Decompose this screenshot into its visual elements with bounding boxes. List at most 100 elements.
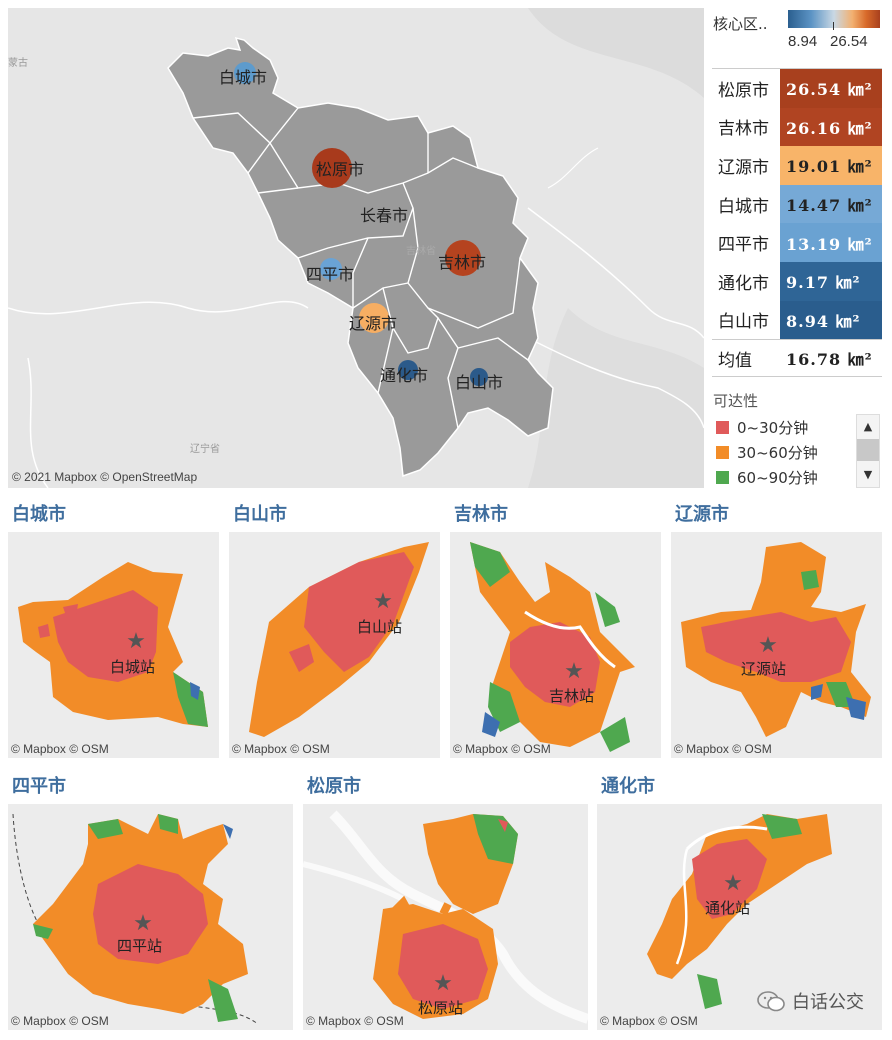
isochrone-baicheng: ★ (18, 562, 208, 727)
faint-label-liaoning: 辽宁省 (190, 444, 220, 455)
svg-text:★: ★ (133, 911, 153, 936)
city-label-jilin: 吉林市 (438, 253, 487, 272)
panel-title-songyuan: 松原市 (307, 776, 361, 797)
panel-attribution[interactable]: © Mapbox © OSM (232, 742, 330, 756)
ranking-row[interactable]: 白山市 8.94 ㎞² (712, 300, 882, 340)
ranking-value: 26.16 ㎞² (780, 107, 882, 147)
faint-label-jilin: 吉林省 (406, 246, 436, 257)
city-label-siping: 四平市 (306, 265, 355, 284)
city-marker-baishan[interactable] (470, 368, 488, 386)
svg-text:★: ★ (723, 871, 743, 896)
ranking-value: 26.54 ㎞² (780, 69, 882, 108)
province-map-svg (8, 8, 704, 488)
table-mid-rule (712, 339, 882, 341)
gradient-tick (833, 22, 834, 30)
average-value: 16.78 ㎞² (786, 350, 873, 370)
ranking-value: 19.01 ㎞² (780, 146, 882, 185)
panel-title-jilin: 吉林市 (454, 504, 508, 525)
panel-title-baishan: 白山市 (233, 504, 287, 525)
color-legend-title: 核心区.. (713, 15, 768, 33)
legend-scrollbar[interactable]: ▲ ▼ (856, 414, 880, 488)
panel-title-liaoyuan: 辽源市 (675, 504, 729, 525)
ranking-row[interactable]: 白城市 14.47 ㎞² (712, 184, 882, 224)
ranking-city: 四平市 (718, 235, 769, 256)
isochrone-siping: ★ (12, 813, 259, 1025)
access-legend-title: 可达性 (713, 392, 759, 410)
svg-text:★: ★ (373, 589, 393, 614)
ranking-city: 白山市 (718, 312, 769, 333)
panel-attribution[interactable]: © Mapbox © OSM (600, 1014, 698, 1028)
access-legend-item[interactable]: 30~60分钟 (716, 442, 818, 463)
svg-text:★: ★ (758, 633, 778, 658)
color-gradient-bar (788, 10, 880, 28)
swatch-red (716, 421, 729, 434)
faint-label-mongolia: 蒙古 (8, 58, 28, 69)
city-marker-songyuan[interactable] (312, 148, 352, 188)
station-label-liaoyuan: 辽源站 (741, 660, 787, 678)
ranking-row[interactable]: 松原市 26.54 ㎞² (712, 69, 882, 108)
ranking-value: 9.17 ㎞² (780, 261, 882, 301)
station-label-songyuan: 松原站 (418, 999, 464, 1017)
station-label-baishan: 白山站 (357, 618, 403, 636)
ranking-row[interactable]: 吉林市 26.16 ㎞² (712, 107, 882, 147)
panel-title-siping: 四平市 (12, 776, 66, 797)
panel-map-baicheng[interactable]: ★ 白城站 © Mapbox © OSM (8, 532, 219, 758)
ranking-row[interactable]: 通化市 9.17 ㎞² (712, 261, 882, 301)
isochrone-baishan: ★ (249, 542, 429, 737)
table-top-rule (712, 68, 882, 69)
average-label: 均值 (718, 350, 752, 371)
ranking-value: 14.47 ㎞² (780, 184, 882, 224)
ranking-city: 白城市 (718, 196, 769, 217)
city-label-liaoyuan: 辽源市 (349, 314, 398, 333)
city-marker-jilin[interactable] (445, 240, 481, 276)
main-map[interactable]: 蒙古 辽宁省 吉林省 白城市 松原市 长春市 吉林市 四平市 辽源市 通化市 白… (8, 8, 704, 488)
ranking-city: 通化市 (718, 273, 769, 294)
city-marker-baicheng[interactable] (234, 62, 256, 84)
station-label-baicheng: 白城站 (110, 658, 156, 676)
swatch-green (716, 471, 729, 484)
panel-attribution[interactable]: © Mapbox © OSM (674, 742, 772, 756)
panel-map-jilin[interactable]: ★ 吉林站 © Mapbox © OSM (450, 532, 661, 758)
panel-attribution[interactable]: © Mapbox © OSM (11, 1014, 109, 1028)
ranking-city: 吉林市 (718, 119, 769, 140)
panel-map-songyuan[interactable]: ★ 松原站 © Mapbox © OSM (303, 804, 588, 1030)
isochrone-songyuan: ★ (303, 810, 588, 1024)
ranking-value: 8.94 ㎞² (780, 300, 882, 340)
panel-attribution[interactable]: © Mapbox © OSM (306, 1014, 404, 1028)
panel-attribution[interactable]: © Mapbox © OSM (11, 742, 109, 756)
map-attribution[interactable]: © 2021 Mapbox © OpenStreetMap (12, 470, 198, 484)
city-label-baishan: 白山市 (455, 373, 504, 392)
city-label-tonghua: 通化市 (380, 366, 429, 385)
ranking-city: 辽源市 (718, 157, 769, 178)
isochrone-jilin: ★ (470, 542, 635, 752)
city-label-songyuan: 松原市 (316, 160, 365, 179)
table-bottom-rule (712, 376, 882, 378)
access-legend-label: 60~90分钟 (737, 469, 818, 487)
city-label-baicheng: 白城市 (219, 68, 268, 87)
station-label-jilin: 吉林站 (549, 687, 595, 705)
gradient-max-label: 26.54 (830, 33, 868, 50)
access-legend-item[interactable]: 60~90分钟 (716, 467, 818, 488)
panel-map-siping[interactable]: ★ 四平站 © Mapbox © OSM (8, 804, 293, 1030)
scroll-down-icon[interactable]: ▼ (863, 467, 873, 481)
wechat-watermark: 白话公交 (756, 988, 864, 1014)
ranking-value: 13.19 ㎞² (780, 223, 882, 262)
isochrone-tonghua: ★ (647, 814, 832, 1009)
panel-title-tonghua: 通化市 (601, 776, 655, 797)
city-label-changchun: 长春市 (360, 206, 409, 225)
scroll-up-icon[interactable]: ▲ (863, 419, 873, 433)
average-row: 均值 16.78 ㎞² (712, 340, 882, 376)
panel-map-liaoyuan[interactable]: ★ 辽源站 © Mapbox © OSM (671, 532, 882, 758)
scroll-thumb[interactable] (857, 439, 879, 461)
ranking-table: 松原市 26.54 ㎞² 吉林市 26.16 ㎞² 辽源市 19.01 ㎞² 白城市 14.4… (712, 68, 882, 378)
panel-map-baishan[interactable]: ★ 白山站 © Mapbox © OSM (229, 532, 440, 758)
city-marker-liaoyuan[interactable] (359, 303, 389, 333)
city-marker-tonghua[interactable] (398, 360, 418, 380)
panel-attribution[interactable]: © Mapbox © OSM (453, 742, 551, 756)
station-label-siping: 四平站 (117, 937, 163, 955)
access-legend-item[interactable]: 0~30分钟 (716, 417, 808, 438)
city-marker-siping[interactable] (320, 258, 342, 280)
ranking-row[interactable]: 四平市 13.19 ㎞² (712, 223, 882, 262)
panel-map-tonghua[interactable]: ★ 通化站 © Mapbox © OSM (597, 804, 882, 1030)
ranking-row[interactable]: 辽源市 19.01 ㎞² (712, 146, 882, 185)
